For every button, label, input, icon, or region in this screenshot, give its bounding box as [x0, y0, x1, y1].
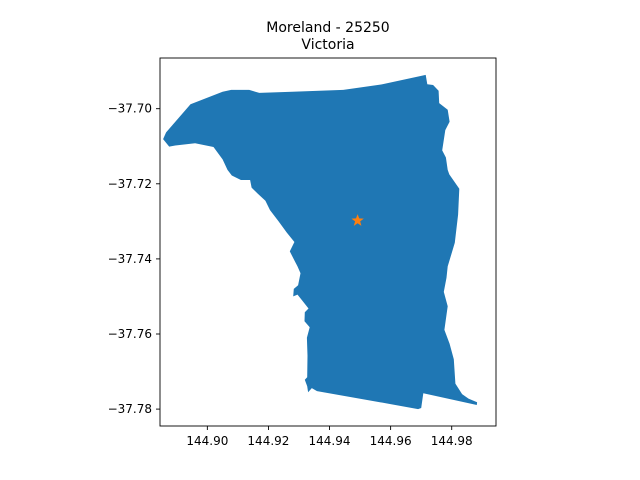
axes-frame — [159, 57, 497, 427]
x-tick-label: 144.98 — [431, 434, 473, 448]
x-tick-label: 144.96 — [370, 434, 412, 448]
x-tick-label: 144.92 — [247, 434, 289, 448]
axes-border — [159, 57, 497, 427]
centroid-star-marker — [351, 214, 364, 226]
y-axis: −37.70 −37.72 −37.74 −37.76 −37.78 — [108, 102, 160, 416]
y-tick-label: −37.76 — [108, 327, 152, 341]
chart-subtitle: Victoria — [301, 37, 354, 53]
y-tick-label: −37.72 — [108, 177, 152, 191]
y-tick-label: −37.74 — [108, 252, 152, 266]
y-tick-label: −37.70 — [108, 102, 152, 116]
x-tick-label: 144.90 — [186, 434, 228, 448]
x-tick-label: 144.94 — [309, 434, 351, 448]
chart-title: Moreland - 25250 — [266, 20, 389, 36]
region-moreland — [163, 74, 478, 410]
y-tick-label: −37.78 — [108, 402, 152, 416]
plot-area — [163, 74, 478, 410]
x-axis: 144.90 144.92 144.94 144.96 144.98 — [186, 426, 473, 448]
